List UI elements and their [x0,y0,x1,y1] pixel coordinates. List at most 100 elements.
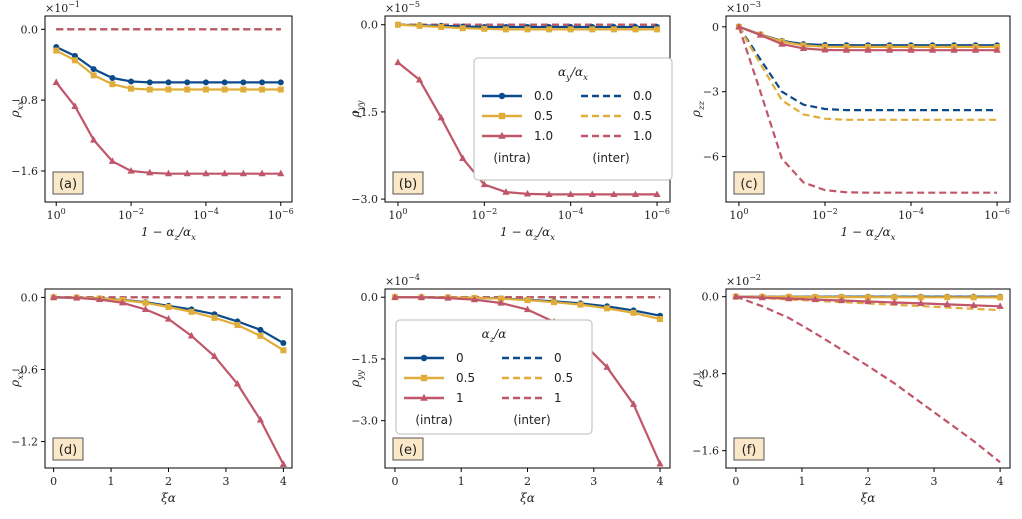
x-tick-label: 0 [50,475,57,488]
y-tick-label: 0.0 [702,291,720,304]
legend-title: αy/αx [558,65,588,83]
data-point [256,415,265,423]
data-point [146,168,154,176]
data-point [109,75,116,81]
data-point [109,81,116,88]
data-point [588,190,596,198]
data-point [221,86,228,93]
legend-entry-label: 0.0 [633,89,652,103]
legend: αy/αx 0.0 0.5 1.0 (intra) 0.0 0.5 1.0 (inter) [473,57,673,181]
panel-tag-label: (b) [399,177,417,192]
x-tick-label: 10−6 [984,207,1010,222]
data-point [259,86,266,93]
panel-tag-label: (a) [59,177,77,192]
x-axis-label: ξα [861,491,876,505]
x-axis-label: 1 − αz/αx [141,225,196,243]
panel-tag: (c) [733,171,765,195]
data-point [90,66,97,73]
y-tick-label: −1.6 [11,165,38,178]
x-tick-label: 2 [524,475,531,488]
panel-tag-label: (d) [59,443,77,458]
data-point [95,295,104,303]
y-axis-label: ρxx [8,100,26,118]
data-point [610,190,618,198]
legend-marker [420,374,428,382]
data-point [545,190,553,198]
data-point [657,316,664,323]
data-point [52,78,60,86]
data-point [184,86,191,93]
data-point [577,301,584,308]
data-point [202,79,209,86]
data-point [864,46,872,53]
y-tick-label: −1.5 [351,353,378,366]
data-point [211,314,218,321]
x-axis-label: ξα [520,491,535,505]
data-point [210,352,219,359]
panel-e: 0.0 −1.5 −3.0 0 1 2 3 4 ×10−4 ξα ρyy (e) αz/α 0 0.5 1 (i… [348,273,671,505]
x-tick-label: 3 [931,475,938,488]
y-tick-label: −3 [703,86,719,99]
data-point [234,322,241,329]
data-point [970,301,978,308]
x-tick-label: 4 [657,475,664,488]
data-point [233,379,242,387]
data-point [277,169,285,177]
data-point [188,308,195,315]
data-point [917,294,924,301]
data-point [546,26,553,33]
axis-offset-label: ×10−3 [726,0,761,15]
data-point [524,297,531,304]
panel-tag: (e) [392,437,424,461]
y-tick-label: 0.0 [361,291,379,304]
data-point [567,190,575,198]
y-tick-label: −0.8 [11,94,38,107]
x-tick-label: 4 [997,475,1004,488]
y-tick-label: −1.2 [11,436,38,449]
y-tick-label: −3.0 [351,415,378,428]
x-tick-label: 100 [388,207,407,222]
data-point [141,305,150,313]
data-point [165,79,172,86]
y-tick-label: −1.6 [692,445,719,458]
data-point [202,169,210,177]
data-point [118,298,127,306]
series-group [50,293,287,467]
plot-frame [725,15,1011,203]
data-point [258,169,266,177]
data-point [996,302,1004,309]
legend-marker [498,112,506,120]
data-point [497,295,504,302]
legend-column-label: (intra) [493,151,530,165]
panel-a: 0.0 −0.8 −1.6 100 10−2 10−4 10−6 ×10−1 1 − αz/αx… [8,0,294,243]
legend-title: αz/α [482,327,507,345]
data-point [842,46,851,53]
x-tick-label: 1 [458,475,465,488]
x-tick-label: 10−2 [118,207,144,222]
axis-offset-label: ×10−2 [726,273,761,288]
data-point [394,58,402,66]
series-group [732,292,1004,464]
panel-tag: (b) [392,171,424,195]
legend-entry-label: 0.0 [534,89,553,103]
data-point [480,180,488,188]
axis-offset-label: ×10−4 [385,273,420,288]
series-line-inter-red [735,295,1001,464]
data-point [971,46,980,53]
data-point [735,22,743,30]
data-point [128,78,135,85]
y-tick-label: −6 [703,151,719,164]
data-point [165,304,172,311]
legend: αz/α 0 0.5 1 (intra) 0 0.5 1 (inter) [395,319,593,435]
x-tick-label: 2 [165,475,172,488]
plot-frame [725,288,1011,469]
y-axis-label: ρyy [348,370,366,388]
data-point [72,293,81,301]
x-axis-label: ξα [161,491,176,505]
data-point [53,47,60,54]
data-point [279,460,287,467]
data-point [502,188,510,195]
legend-entry-label: 0 [554,351,562,365]
data-point [459,25,466,32]
panel-tag-label: (f) [742,443,757,458]
